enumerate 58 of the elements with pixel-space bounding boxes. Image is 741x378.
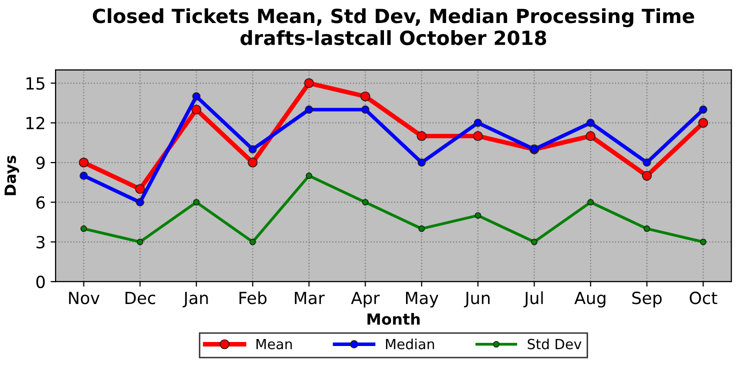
point <box>418 225 425 232</box>
point <box>699 106 708 114</box>
point <box>80 172 88 180</box>
x-tick-label: Jun <box>464 292 490 308</box>
point <box>700 238 706 246</box>
y-tick-label: 15 <box>26 77 44 90</box>
point <box>474 118 482 127</box>
point <box>586 131 596 142</box>
point <box>249 238 256 246</box>
x-tick-label: Sep <box>632 292 662 308</box>
point <box>698 118 708 128</box>
y-tick-label: 12 <box>26 116 44 130</box>
point <box>474 212 482 219</box>
point <box>135 184 145 194</box>
point <box>304 106 314 114</box>
point <box>248 145 257 154</box>
point <box>416 131 427 142</box>
point <box>644 225 650 232</box>
x-tick-label: Jul <box>523 291 543 308</box>
x-axis-title: Month <box>368 313 420 325</box>
y-tick-label: 9 <box>36 156 45 170</box>
x-tick-label: May <box>406 292 438 308</box>
x-tick-label: Mar <box>294 292 325 304</box>
point <box>136 238 144 246</box>
point <box>192 92 200 100</box>
point <box>586 118 595 127</box>
x-tick-label: Oct <box>690 292 718 304</box>
legend-label: Std Dev <box>528 338 582 350</box>
point <box>361 106 370 114</box>
point <box>191 104 202 115</box>
x-tick-label: Jan <box>182 292 208 308</box>
point <box>304 78 314 88</box>
x-tick-label: Dec <box>126 292 156 304</box>
point <box>306 172 312 180</box>
point <box>80 225 87 232</box>
point <box>136 198 144 206</box>
y-axis-title: Days <box>4 156 20 196</box>
point <box>362 198 369 206</box>
y-tick-label: 0 <box>36 276 45 288</box>
point <box>78 158 89 168</box>
legend-label: Mean <box>256 338 292 350</box>
y-tick-label: 6 <box>36 196 45 209</box>
x-tick-label: Aug <box>574 292 606 308</box>
point <box>418 158 426 167</box>
point <box>473 131 483 142</box>
legend-label: Median <box>386 338 434 350</box>
point <box>642 158 651 167</box>
y-tick-label: 3 <box>36 236 45 248</box>
x-tick-label: Apr <box>351 292 380 308</box>
x-tick-label: Feb <box>240 291 267 304</box>
x-tick-label: Nov <box>69 292 100 304</box>
point <box>642 170 652 181</box>
point <box>248 158 258 168</box>
point <box>360 91 370 102</box>
point <box>193 198 200 206</box>
point <box>587 198 594 206</box>
chart-title: Closed Tickets Mean, Std Dev, Median Processing Time drafts-lastcall October 2018 <box>92 8 694 46</box>
point <box>530 238 538 246</box>
